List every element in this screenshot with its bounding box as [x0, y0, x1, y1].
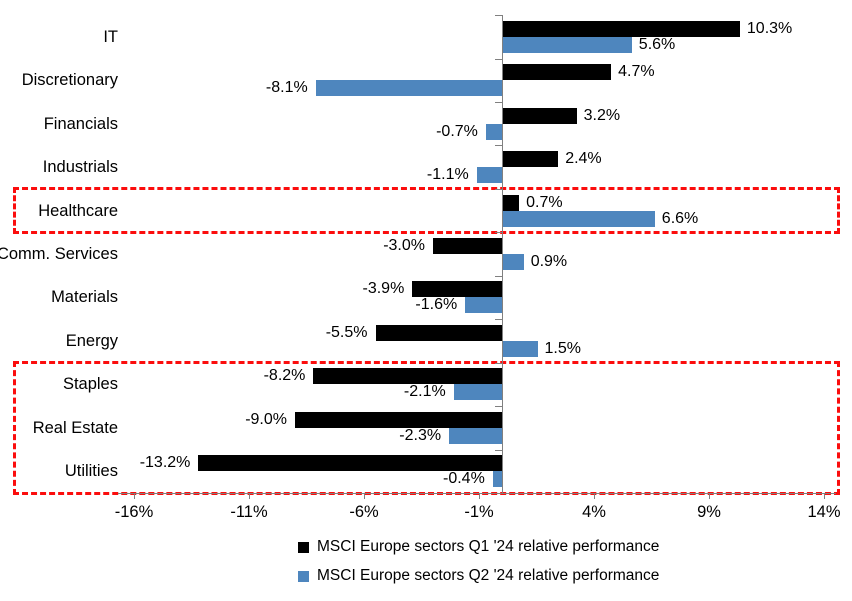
category-label: IT: [103, 27, 118, 46]
y-tick-mark: [495, 362, 503, 364]
y-tick-mark: [495, 449, 503, 451]
value-label: -5.5%: [325, 323, 368, 341]
value-label: 1.5%: [544, 339, 581, 357]
x-tick-label: -6%: [349, 503, 379, 521]
value-label: -13.2%: [139, 454, 191, 472]
category-label: Discretionary: [21, 71, 118, 90]
bar-q2: [476, 167, 502, 184]
value-label: -0.4%: [443, 470, 485, 488]
bar-q1: [433, 237, 502, 254]
category-label: Energy: [65, 331, 118, 350]
value-label: -9.0%: [245, 410, 287, 428]
y-tick-mark: [495, 319, 503, 321]
bar-q1: [503, 64, 612, 81]
x-tick-mark: [479, 493, 480, 499]
value-label: 6.6%: [661, 209, 699, 227]
y-tick-mark: [495, 493, 503, 494]
y-tick-mark: [495, 101, 503, 103]
bar-q2: [503, 210, 655, 227]
value-label: 5.6%: [638, 35, 676, 53]
value-label: 0.9%: [530, 252, 568, 270]
x-tick-label: -16%: [114, 503, 154, 521]
bar-q2: [315, 80, 502, 97]
value-label: -2.1%: [403, 383, 446, 401]
value-label: -3.0%: [383, 236, 425, 254]
y-axis-line: [502, 15, 503, 493]
bar-q1: [503, 107, 577, 124]
value-label: -0.7%: [436, 122, 478, 140]
bar-q2: [503, 340, 538, 357]
category-label: Materials: [51, 288, 118, 307]
category-label: Real Estate: [32, 418, 118, 437]
y-tick-mark: [495, 406, 503, 408]
bar-q2: [449, 427, 502, 444]
y-tick-mark: [495, 232, 503, 234]
bar-q2: [503, 36, 632, 53]
x-tick-label: 4%: [582, 503, 606, 521]
x-tick-label: -11%: [230, 503, 268, 521]
x-tick-mark: [709, 493, 710, 499]
value-label: -8.2%: [263, 367, 306, 385]
legend: MSCI Europe sectors Q1 '24 relative perf…: [298, 536, 659, 594]
bar-q1: [412, 281, 502, 298]
value-label: 2.4%: [565, 150, 602, 168]
bar-q1: [503, 20, 740, 37]
y-tick-mark: [495, 58, 503, 60]
bar-q1: [295, 411, 502, 428]
category-label: Healthcare: [38, 201, 118, 220]
x-tick-mark: [594, 493, 595, 499]
y-tick-mark: [495, 15, 503, 16]
value-label: -2.3%: [399, 426, 442, 444]
bar-q2: [465, 297, 502, 314]
legend-label-q2: MSCI Europe sectors Q2 '24 relative perf…: [317, 567, 660, 584]
value-label: -1.1%: [426, 166, 469, 184]
bar-q2: [485, 123, 502, 140]
x-axis-line: [118, 493, 836, 494]
x-tick-mark: [134, 493, 135, 499]
bar-q1: [503, 151, 559, 168]
value-label: -1.6%: [415, 296, 458, 314]
bar-q2: [503, 253, 524, 270]
category-label: Comm. Services: [0, 245, 118, 263]
bar-q2: [492, 471, 502, 488]
category-label: Utilities: [64, 462, 118, 481]
value-label: 10.3%: [746, 19, 793, 37]
y-tick-mark: [495, 275, 503, 277]
legend-swatch-q1: [298, 541, 309, 553]
bar-q1: [313, 368, 502, 385]
y-tick-mark: [495, 145, 503, 147]
bar-q1: [198, 455, 502, 472]
x-tick-mark: [824, 493, 825, 499]
bar-q1: [503, 194, 520, 211]
bar-q2: [453, 384, 502, 401]
category-label: Industrials: [42, 158, 118, 177]
legend-label-q1: MSCI Europe sectors Q1 '24 relative perf…: [317, 538, 660, 555]
x-tick-label: 14%: [807, 503, 841, 521]
value-label: -8.1%: [265, 79, 308, 97]
y-tick-mark: [495, 188, 503, 190]
legend-item-q2: MSCI Europe sectors Q2 '24 relative perf…: [298, 565, 659, 587]
legend-swatch-q2: [298, 570, 309, 582]
bar-q1: [375, 324, 502, 341]
x-tick-label: -1%: [464, 503, 494, 521]
highlight-box: [13, 186, 840, 235]
legend-item-q1: MSCI Europe sectors Q1 '24 relative perf…: [298, 536, 659, 558]
x-tick-mark: [249, 493, 250, 499]
value-label: 4.7%: [618, 63, 655, 81]
x-tick-mark: [364, 493, 365, 499]
value-label: -3.9%: [362, 280, 405, 298]
category-label: Staples: [62, 375, 118, 394]
value-label: 0.7%: [526, 193, 563, 211]
value-label: 3.2%: [583, 106, 621, 124]
category-label: Financials: [43, 114, 118, 133]
x-tick-label: 9%: [697, 503, 721, 521]
